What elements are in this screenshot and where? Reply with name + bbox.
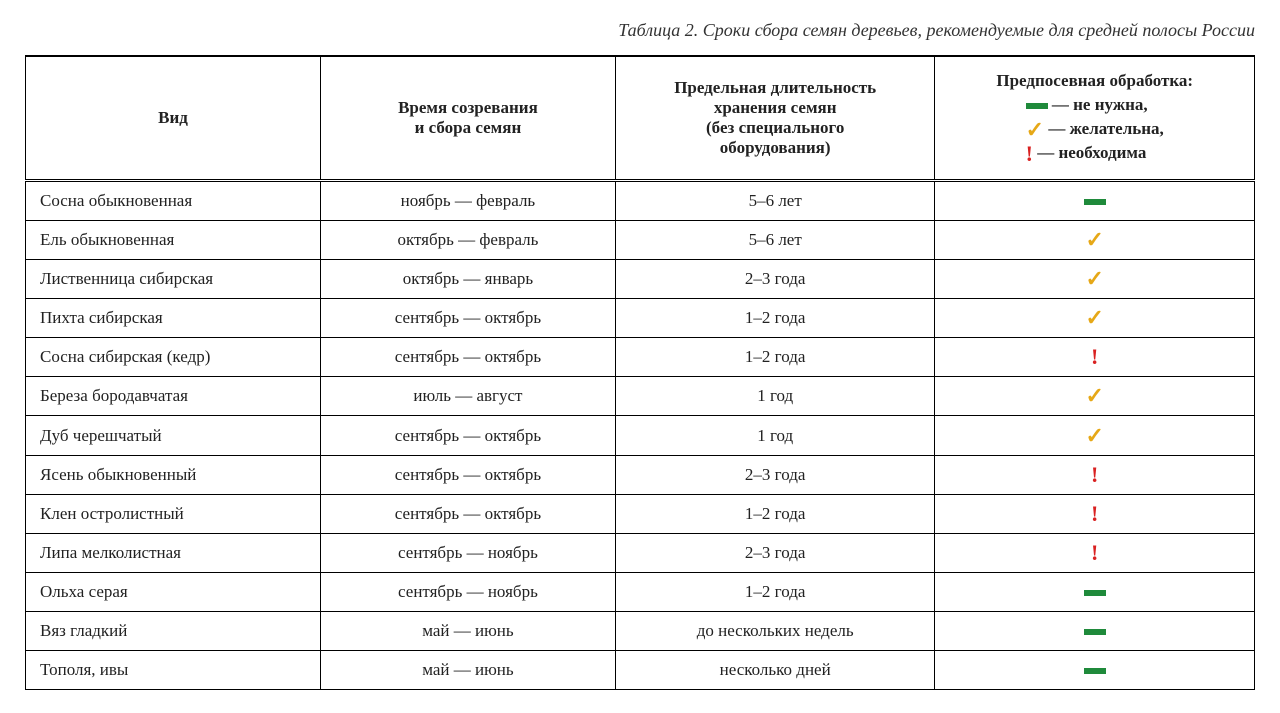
cell-time: июль — август [320, 377, 615, 416]
table-row: Лиственница сибирскаяоктябрь — январь2–3… [26, 260, 1255, 299]
excl-icon: ! [1091, 346, 1098, 368]
table-row: Клен остролистныйсентябрь — октябрь1–2 г… [26, 494, 1255, 533]
cell-storage: 1 год [615, 416, 935, 455]
cell-species: Лиственница сибирская [26, 260, 321, 299]
table-row: Ель обыкновеннаяоктябрь — февраль5–6 лет… [26, 220, 1255, 259]
cell-time: сентябрь — ноябрь [320, 572, 615, 611]
dash-icon [1084, 590, 1106, 596]
cell-storage: 2–3 года [615, 533, 935, 572]
excl-icon: ! [1026, 143, 1033, 165]
table-row: Сосна обыкновеннаяноябрь — февраль5–6 ле… [26, 180, 1255, 220]
cell-storage: 2–3 года [615, 455, 935, 494]
cell-time: сентябрь — ноябрь [320, 533, 615, 572]
check-icon: ✓ [1086, 425, 1104, 447]
col-treatment: Предпосевная обработка: — не нужна, ✓ — … [935, 56, 1255, 180]
cell-storage: 1 год [615, 377, 935, 416]
excl-icon: ! [1091, 464, 1098, 486]
legend-excl: — необходима [1037, 143, 1146, 162]
cell-storage: 5–6 лет [615, 220, 935, 259]
cell-species: Сосна сибирская (кедр) [26, 338, 321, 377]
table-row: Тополя, ивымай — июньнесколько дней [26, 650, 1255, 689]
cell-storage: 1–2 года [615, 572, 935, 611]
cell-treatment: ✓ [935, 260, 1255, 299]
cell-time: октябрь — февраль [320, 220, 615, 259]
check-icon: ✓ [1026, 119, 1044, 141]
cell-storage: 5–6 лет [615, 180, 935, 220]
cell-time: сентябрь — октябрь [320, 338, 615, 377]
cell-species: Пихта сибирская [26, 299, 321, 338]
cell-species: Липа мелколистная [26, 533, 321, 572]
col-species: Вид [26, 56, 321, 180]
cell-treatment: ✓ [935, 377, 1255, 416]
cell-time: май — июнь [320, 611, 615, 650]
table-row: Липа мелколистнаясентябрь — ноябрь2–3 го… [26, 533, 1255, 572]
cell-time: май — июнь [320, 650, 615, 689]
table-row: Пихта сибирскаясентябрь — октябрь1–2 год… [26, 299, 1255, 338]
check-icon: ✓ [1086, 307, 1104, 329]
legend-dash: — не нужна, [1052, 95, 1148, 114]
table-row: Сосна сибирская (кедр)сентябрь — октябрь… [26, 338, 1255, 377]
cell-treatment [935, 180, 1255, 220]
cell-treatment: ✓ [935, 220, 1255, 259]
cell-time: сентябрь — октябрь [320, 299, 615, 338]
cell-species: Тополя, ивы [26, 650, 321, 689]
table-row: Вяз гладкиймай — июньдо нескольких недел… [26, 611, 1255, 650]
col-time-text: Время созревания и сбора семян [398, 98, 538, 137]
col-storage: Предельная длительность хранения семян (… [615, 56, 935, 180]
cell-treatment: ✓ [935, 416, 1255, 455]
cell-treatment: ! [935, 494, 1255, 533]
dash-icon [1084, 199, 1106, 205]
cell-treatment [935, 650, 1255, 689]
cell-storage: 2–3 года [615, 260, 935, 299]
check-icon: ✓ [1086, 268, 1104, 290]
cell-storage: 1–2 года [615, 338, 935, 377]
col-time: Время созревания и сбора семян [320, 56, 615, 180]
check-icon: ✓ [1086, 229, 1104, 251]
table-row: Ясень обыкновенныйсентябрь — октябрь2–3 … [26, 455, 1255, 494]
cell-species: Ель обыкновенная [26, 220, 321, 259]
col-storage-text: Предельная длительность хранения семян (… [674, 78, 876, 157]
legend-check: — желательна, [1048, 119, 1163, 138]
excl-icon: ! [1091, 542, 1098, 564]
dash-icon [1026, 103, 1048, 109]
dash-icon [1084, 668, 1106, 674]
cell-species: Дуб черешчатый [26, 416, 321, 455]
cell-species: Сосна обыкновенная [26, 180, 321, 220]
table-caption: Таблица 2. Сроки сбора семян деревьев, р… [25, 20, 1255, 41]
treatment-title: Предпосевная обработка: [945, 71, 1244, 91]
cell-treatment: ! [935, 338, 1255, 377]
cell-storage: 1–2 года [615, 494, 935, 533]
cell-time: сентябрь — октябрь [320, 455, 615, 494]
cell-time: октябрь — январь [320, 260, 615, 299]
cell-storage: 1–2 года [615, 299, 935, 338]
excl-icon: ! [1091, 503, 1098, 525]
cell-species: Клен остролистный [26, 494, 321, 533]
cell-time: ноябрь — февраль [320, 180, 615, 220]
cell-treatment [935, 611, 1255, 650]
cell-treatment: ✓ [935, 299, 1255, 338]
check-icon: ✓ [1086, 385, 1104, 407]
cell-time: сентябрь — октябрь [320, 494, 615, 533]
dash-icon [1084, 629, 1106, 635]
cell-species: Ясень обыкновенный [26, 455, 321, 494]
seed-table: Вид Время созревания и сбора семян Преде… [25, 55, 1255, 690]
table-row: Ольха сераясентябрь — ноябрь1–2 года [26, 572, 1255, 611]
cell-species: Вяз гладкий [26, 611, 321, 650]
cell-time: сентябрь — октябрь [320, 416, 615, 455]
table-row: Дуб черешчатыйсентябрь — октябрь1 год ✓ [26, 416, 1255, 455]
cell-storage: до нескольких недель [615, 611, 935, 650]
cell-storage: несколько дней [615, 650, 935, 689]
cell-treatment [935, 572, 1255, 611]
header-row: Вид Время созревания и сбора семян Преде… [26, 56, 1255, 180]
table-row: Береза бородавчатаяиюль — август1 год ✓ [26, 377, 1255, 416]
cell-species: Береза бородавчатая [26, 377, 321, 416]
cell-treatment: ! [935, 455, 1255, 494]
cell-treatment: ! [935, 533, 1255, 572]
cell-species: Ольха серая [26, 572, 321, 611]
